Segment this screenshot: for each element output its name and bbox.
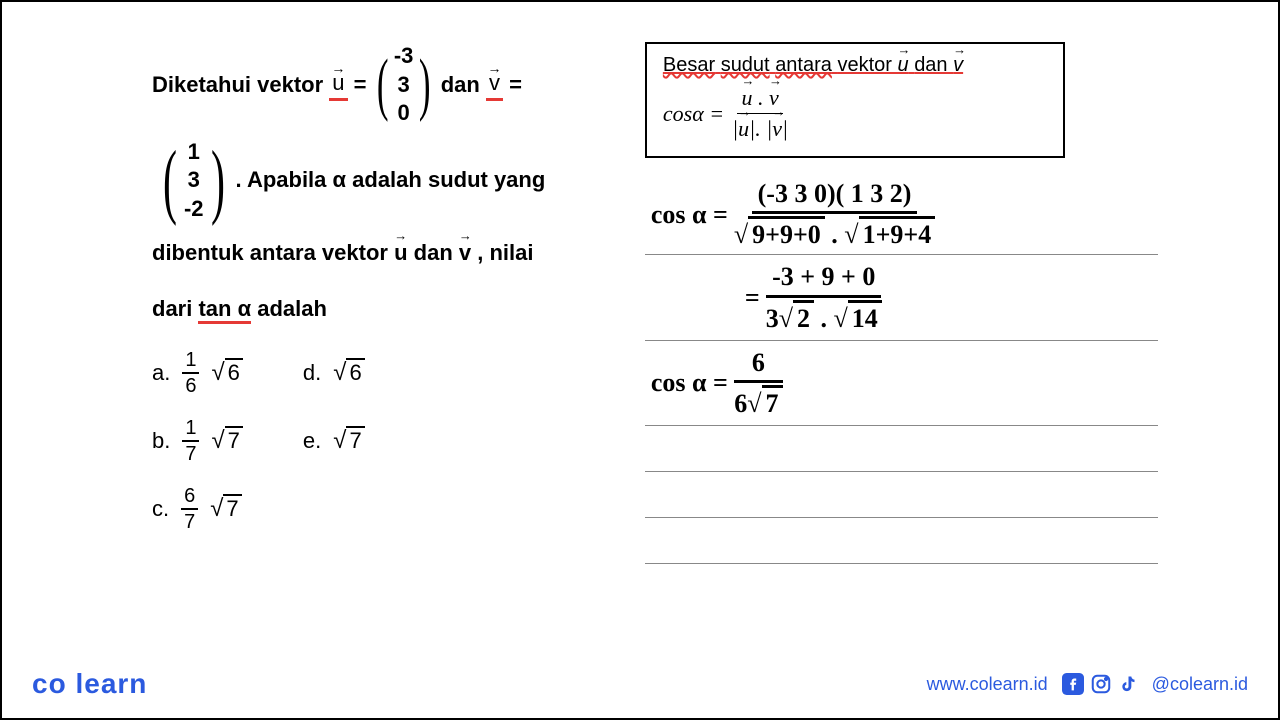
a-num: 1: [182, 350, 199, 374]
v-vector-value: ( 1 3 -2 ): [156, 138, 232, 224]
equals-2: =: [509, 71, 522, 100]
logo-learn: learn: [75, 668, 147, 699]
e-rad: 7: [346, 426, 364, 453]
l3b: dan: [414, 240, 459, 265]
vector-u-label: → u: [329, 69, 347, 101]
problem-column: Diketahui vektor → u = ( -3 3 0 ) dan → …: [152, 42, 635, 638]
c-rad: 7: [223, 494, 241, 521]
opt-b-label: b.: [152, 428, 170, 454]
v0: 1: [184, 138, 204, 167]
work-line-1: cos α = (-3 3 0)( 1 3 2) 9+9+0 . 1+9+4: [645, 178, 1158, 255]
w2-eq: =: [745, 282, 760, 313]
blank-line-3: [645, 518, 1158, 564]
a-den: 6: [185, 374, 196, 396]
ft-c: antara: [775, 54, 832, 76]
w1-top: (-3 3 0)( 1 3 2): [752, 178, 918, 214]
opt-d-label: d.: [303, 360, 321, 386]
w2b: 2: [793, 300, 814, 334]
ft-v: v: [953, 54, 963, 76]
d-rad: 6: [346, 358, 364, 385]
formula-box: Besar sudut antara vektor u dan v cosα =…: [645, 42, 1065, 158]
formula-lhs: cosα =: [663, 101, 724, 127]
equals-1: =: [354, 71, 367, 100]
option-e: e. 7: [303, 427, 365, 455]
line2-text: . Apabila α adalah sudut yang: [236, 166, 546, 195]
w1bb: 1+9+4: [859, 216, 936, 250]
v2: -2: [184, 195, 204, 224]
b-num: 1: [182, 418, 199, 442]
c-den: 7: [184, 510, 195, 532]
w2d: 14: [848, 300, 882, 334]
v1: 3: [184, 166, 204, 195]
intro-text: Diketahui vektor: [152, 71, 323, 100]
website-url[interactable]: www.colearn.id: [927, 674, 1048, 695]
instagram-icon[interactable]: [1090, 673, 1112, 695]
w1-lhs: cos α =: [651, 199, 728, 230]
den-u: u: [738, 116, 749, 141]
c-num: 6: [181, 486, 198, 510]
option-b: b. 1 7 7: [152, 418, 243, 464]
u-vector-value: ( -3 3 0 ): [371, 42, 437, 128]
work-line-2: = -3 + 9 + 0 32 . 14: [645, 255, 1158, 340]
l3v: v: [459, 240, 471, 265]
content-area: Diketahui vektor → u = ( -3 3 0 ) dan → …: [152, 42, 1158, 638]
w3-lhs: cos α =: [651, 367, 728, 398]
b-rad: 7: [225, 426, 243, 453]
blank-line-2: [645, 472, 1158, 518]
blank-line-1: [645, 426, 1158, 472]
formula-title: Besar sudut antara vektor u dan v: [663, 54, 1047, 77]
social-icons: [1062, 673, 1138, 695]
social-handle[interactable]: @colearn.id: [1152, 674, 1248, 695]
solution-column: Besar sudut antara vektor u dan v cosα =…: [635, 42, 1158, 638]
a-rad: 6: [225, 358, 243, 385]
u0: -3: [394, 42, 414, 71]
logo-co: co: [32, 668, 67, 699]
u2: 0: [394, 99, 414, 128]
answer-options: a. 1 6 6 d. 6 b. 1 7: [152, 350, 615, 532]
w1ba: 9+9+0: [748, 216, 825, 250]
l3a: dibentuk antara vektor: [152, 240, 394, 265]
w2c: .: [820, 304, 827, 333]
w3b: 7: [762, 385, 783, 419]
brand-logo: co learn: [32, 668, 147, 700]
opt-e-label: e.: [303, 428, 321, 454]
ft-a: Besar: [663, 54, 715, 76]
w3-top: 6: [734, 347, 783, 383]
w2-top: -3 + 9 + 0: [766, 261, 881, 297]
work-line-3: cos α = 6 67: [645, 341, 1158, 426]
option-d: d. 6: [303, 359, 365, 387]
footer: co learn www.colearn.id @colearn.id: [32, 668, 1248, 700]
problem-line-3: dibentuk antara vektor u dan v , nilai: [152, 240, 615, 266]
dan-text: dan: [441, 71, 480, 100]
opt-c-label: c.: [152, 496, 169, 522]
ft-u: u: [898, 54, 909, 76]
option-c: c. 6 7 7: [152, 486, 242, 532]
l4c: adalah: [257, 296, 327, 321]
tan-alpha: tan α: [198, 296, 251, 324]
problem-line-2: ( 1 3 -2 ) . Apabila α adalah sudut yang: [152, 138, 615, 224]
l3c: , nilai: [477, 240, 533, 265]
formula-equation: cosα = u . v |u|. |v|: [663, 85, 1047, 142]
tiktok-icon[interactable]: [1118, 673, 1138, 695]
u1: 3: [394, 71, 414, 100]
facebook-icon[interactable]: [1062, 673, 1084, 695]
l3u: u: [394, 240, 407, 265]
footer-right: www.colearn.id @colearn.id: [927, 673, 1248, 695]
ft-d: vektor: [837, 54, 897, 76]
w3a: 6: [734, 389, 747, 418]
vector-v-label: → v: [486, 69, 503, 101]
handwritten-work: cos α = (-3 3 0)( 1 3 2) 9+9+0 . 1+9+4 =…: [645, 178, 1158, 564]
l4a: dari: [152, 296, 198, 321]
opt-a-label: a.: [152, 360, 170, 386]
problem-line-4: dari tan α adalah: [152, 296, 615, 322]
w2a: 3: [766, 304, 779, 333]
ft-e: dan: [914, 54, 953, 76]
den-v: v: [772, 116, 782, 141]
option-a: a. 1 6 6: [152, 350, 243, 396]
problem-line-1: Diketahui vektor → u = ( -3 3 0 ) dan → …: [152, 42, 615, 128]
b-den: 7: [185, 442, 196, 464]
